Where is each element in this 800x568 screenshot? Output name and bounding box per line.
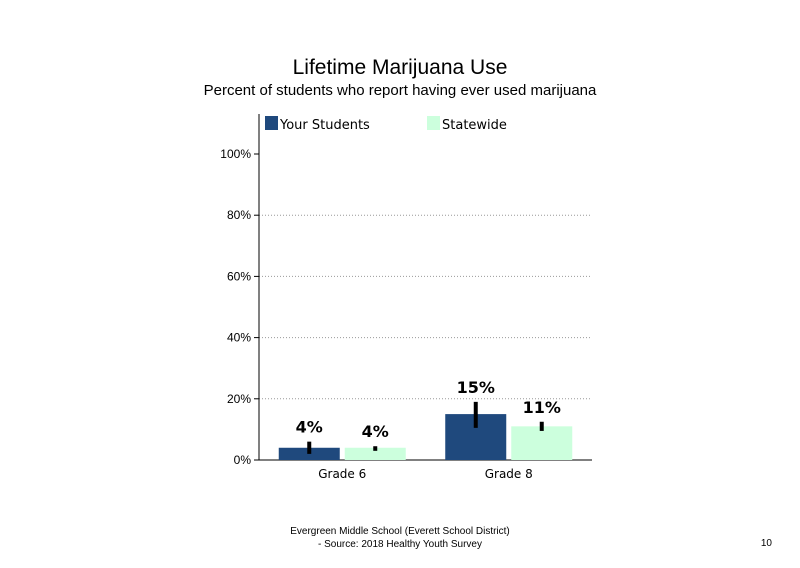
y-tick-label: 40% <box>227 331 251 345</box>
legend-label: Statewide <box>442 118 507 133</box>
y-tick-label: 60% <box>227 269 251 283</box>
footer-source: - Source: 2018 Healthy Youth Survey <box>318 539 482 550</box>
chart-subtitle: Percent of students who report having ev… <box>203 82 597 99</box>
data-label: 15% <box>457 378 495 397</box>
y-tick-label: 20% <box>227 392 251 406</box>
x-tick-label: Grade 8 <box>485 467 533 481</box>
bar <box>511 426 573 460</box>
y-tick-label: 100% <box>220 147 251 161</box>
data-label: 4% <box>362 422 389 441</box>
legend-swatch <box>427 116 440 130</box>
page-number: 10 <box>760 538 772 549</box>
legend-label: Your Students <box>279 118 370 133</box>
legend-swatch <box>265 116 278 130</box>
data-label: 4% <box>296 418 323 437</box>
y-tick-label: 0% <box>234 453 252 467</box>
x-tick-label: Grade 6 <box>318 467 366 481</box>
y-tick-label: 80% <box>227 208 251 222</box>
footer-school: Evergreen Middle School (Everett School … <box>290 526 510 537</box>
chart-title: Lifetime Marijuana Use <box>292 56 508 79</box>
data-label: 11% <box>523 398 561 417</box>
bar <box>344 447 406 460</box>
